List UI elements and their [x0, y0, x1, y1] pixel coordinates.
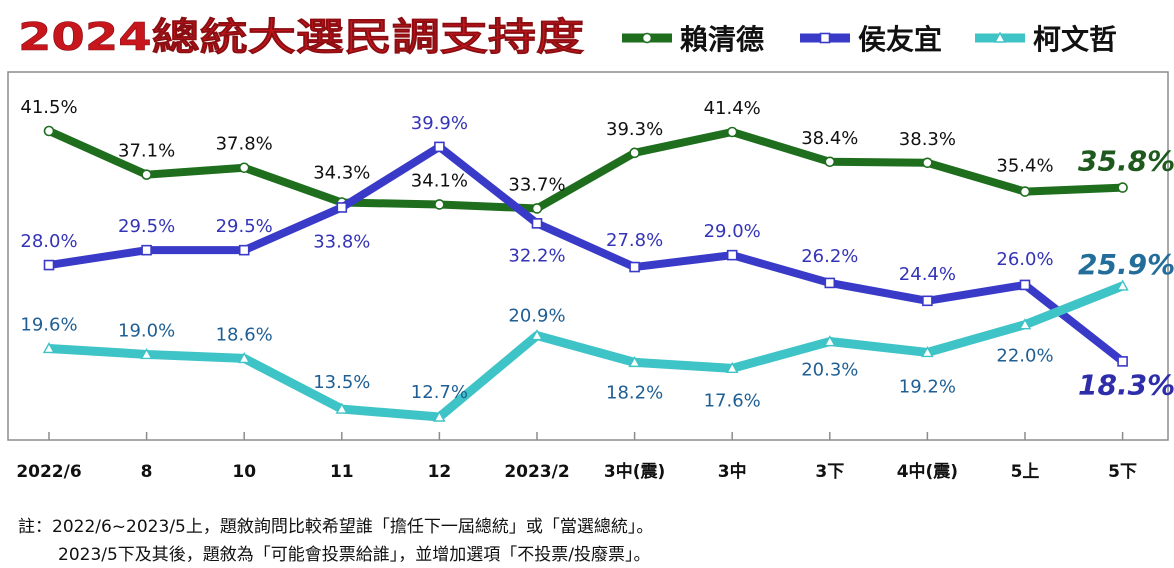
data-label: 32.2%: [508, 245, 565, 266]
data-label: 33.7%: [508, 174, 565, 195]
data-point: [824, 156, 836, 168]
data-label-latest: 18.3%: [1078, 368, 1174, 401]
data-label: 17.6%: [704, 390, 761, 411]
data-label: 12.7%: [411, 382, 468, 403]
footnote-line-2: 2023/5下及其後，題敘為「可能會投票給誰」，並增加選項「不投票/投廢票」。: [58, 545, 651, 565]
data-point: [335, 402, 348, 414]
data-label: 38.4%: [801, 128, 858, 149]
series-line-1: [47, 127, 1123, 213]
data-point: [1018, 318, 1032, 330]
data-label: 29.5%: [118, 216, 175, 237]
data-label: 29.5%: [216, 216, 273, 237]
footnote-line-1: 註：2022/6~2023/5上，題敘詢問比較希望誰「擔任下一屆總統」或「當選總…: [18, 517, 654, 537]
data-point: [43, 125, 55, 137]
data-point: [726, 249, 738, 261]
data-point: [141, 169, 152, 180]
data-label: 38.3%: [899, 129, 956, 150]
data-point: [823, 335, 836, 347]
x-tick-label: 10: [232, 462, 256, 482]
x-tick-label: 11: [330, 462, 354, 482]
data-point: [531, 203, 543, 214]
data-label: 22.0%: [996, 346, 1053, 367]
data-point: [238, 162, 250, 174]
data-point: [1117, 356, 1128, 367]
data-point: [238, 351, 251, 364]
legend-label: 賴清德: [680, 23, 764, 56]
data-point: [922, 157, 933, 169]
data-label: 20.3%: [801, 360, 858, 381]
series-line-3: [48, 281, 1125, 422]
data-label-latest: 35.8%: [1078, 145, 1174, 178]
data-point: [1116, 279, 1129, 291]
data-label: 13.5%: [313, 372, 370, 393]
data-point: [726, 361, 739, 374]
data-point: [531, 218, 543, 229]
data-label: 19.2%: [899, 376, 956, 397]
data-point: [434, 199, 445, 210]
data-point: [629, 147, 640, 159]
legend-marker: [993, 31, 1007, 43]
x-tick-label: 3中: [718, 461, 747, 482]
data-point: [42, 342, 56, 354]
data-point: [434, 141, 445, 153]
data-point: [921, 346, 934, 358]
data-point: [628, 355, 641, 368]
data-label: 41.4%: [704, 98, 761, 119]
legend-marker: [641, 32, 653, 44]
data-label: 26.2%: [801, 246, 858, 267]
data-label: 34.1%: [411, 170, 468, 191]
data-label: 19.6%: [20, 314, 77, 335]
data-label: 34.3%: [313, 163, 370, 184]
data-label-latest: 25.9%: [1078, 248, 1174, 281]
x-tick-label: 2022/6: [16, 462, 81, 482]
x-tick-label: 12: [428, 462, 452, 482]
data-point: [140, 347, 153, 360]
data-label: 29.0%: [704, 221, 761, 242]
data-label: 18.2%: [606, 382, 663, 403]
data-label: 27.8%: [606, 230, 663, 251]
legend-label: 柯文哲: [1033, 23, 1117, 56]
data-point: [238, 244, 250, 256]
data-point: [629, 261, 640, 273]
data-point: [1019, 279, 1031, 291]
data-label: 39.3%: [606, 119, 663, 140]
data-label: 28.0%: [20, 231, 77, 252]
plot-frame: [7, 71, 1169, 441]
x-tick-label: 8: [141, 462, 153, 482]
x-tick-label: 5下: [1108, 462, 1137, 482]
data-label: 20.9%: [508, 306, 565, 327]
data-label: 41.5%: [20, 97, 77, 118]
data-label: 39.9%: [411, 113, 468, 134]
data-label: 18.6%: [216, 324, 273, 345]
x-tick-label: 3下: [815, 462, 844, 482]
data-point: [824, 277, 836, 289]
chart-title: 2024總統大選民調支持度: [18, 15, 584, 59]
x-tick-label: 4中(震): [897, 461, 958, 482]
line-chart: 2022/6 8 10 11 12 2023/2 3中(震) 3中 3下 4中(震) 5上 5下 202…: [7, 15, 1174, 482]
data-point: [141, 244, 152, 256]
data-label: 37.8%: [216, 134, 273, 155]
data-label: 37.1%: [118, 141, 175, 162]
data-point: [433, 410, 446, 422]
legend-label: 侯友宜: [858, 23, 942, 56]
data-label: 26.0%: [996, 249, 1053, 270]
data-point: [922, 295, 933, 307]
legend-marker: [819, 32, 831, 44]
data-label: 35.4%: [996, 156, 1053, 177]
data-label: 19.0%: [118, 320, 175, 341]
data-point: [726, 126, 738, 138]
x-tick-label: 3中(震): [604, 461, 665, 482]
x-tick-label: 5上: [1011, 462, 1040, 482]
data-point: [1019, 186, 1031, 197]
data-point: [336, 202, 348, 213]
x-tick-label: 2023/2: [504, 462, 569, 482]
data-point: [1117, 182, 1128, 193]
data-point: [530, 329, 544, 341]
data-point: [43, 259, 55, 271]
data-label: 33.8%: [313, 231, 370, 252]
data-label: 24.4%: [899, 264, 956, 285]
series-line-2: [48, 142, 1126, 365]
